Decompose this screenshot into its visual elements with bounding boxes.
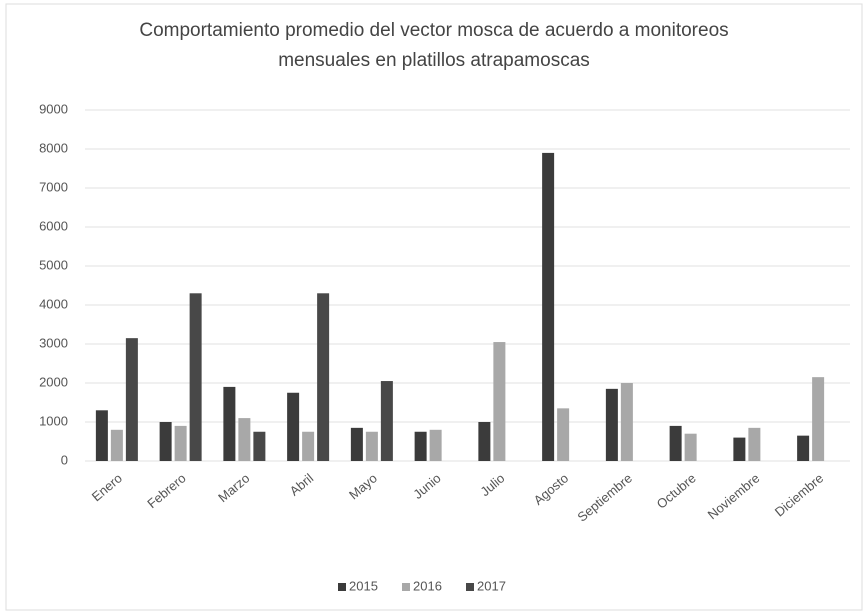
x-tick-label: Mayo [346,470,380,502]
bar [748,427,761,461]
y-tick-label: 8000 [39,140,68,155]
bar [620,383,633,461]
x-tick-label: Enero [89,470,125,504]
y-tick-label: 2000 [39,374,68,389]
bar [238,418,251,461]
x-tick-label: Julio [477,470,507,499]
y-tick-label: 3000 [39,335,68,350]
legend-swatch [338,583,346,591]
y-tick-label: 6000 [39,218,68,233]
x-tick-label: Febrero [144,470,189,511]
bar [174,425,187,461]
x-tick-label: Octubre [654,470,699,511]
bar [365,431,378,461]
y-tick-label: 4000 [39,296,68,311]
bar [669,425,682,461]
bar [414,431,427,461]
bar [302,431,315,461]
legend-label: 2016 [413,578,442,593]
bar [287,392,300,461]
bar [542,152,555,461]
x-tick-label: Septiembre [574,470,635,524]
bar [110,429,123,461]
x-tick-label: Marzo [215,470,252,505]
bar [733,437,746,461]
bar [493,342,506,461]
y-tick-label: 0 [61,452,68,467]
legend-label: 2017 [477,578,506,593]
x-tick-label: Agosto [531,470,572,508]
bar [812,377,825,461]
bar [478,422,491,461]
y-tick-label: 5000 [39,257,68,272]
bar [429,429,442,461]
bar [95,410,108,461]
bar [223,386,236,461]
bar [557,408,570,461]
bar [797,435,810,461]
chart-title: Comportamiento promedio del vector mosca… [139,20,729,71]
bar [605,388,618,461]
bar [380,381,393,461]
x-tick-label: Noviembre [705,470,763,522]
bar [350,427,363,461]
bar [189,293,202,461]
y-tick-label: 9000 [39,101,68,116]
y-tick-label: 1000 [39,413,68,428]
chart-border [5,3,863,611]
x-tick-label: Junio [410,470,443,501]
bar [253,431,266,461]
bar [317,293,330,461]
bar [159,422,172,461]
bar [684,433,697,461]
bar [125,338,138,461]
x-tick-label: Diciembre [772,470,826,519]
legend-swatch [402,583,410,591]
y-tick-label: 7000 [39,179,68,194]
legend-label: 2015 [349,578,378,593]
legend-swatch [466,583,474,591]
x-tick-label: Abril [287,470,317,498]
